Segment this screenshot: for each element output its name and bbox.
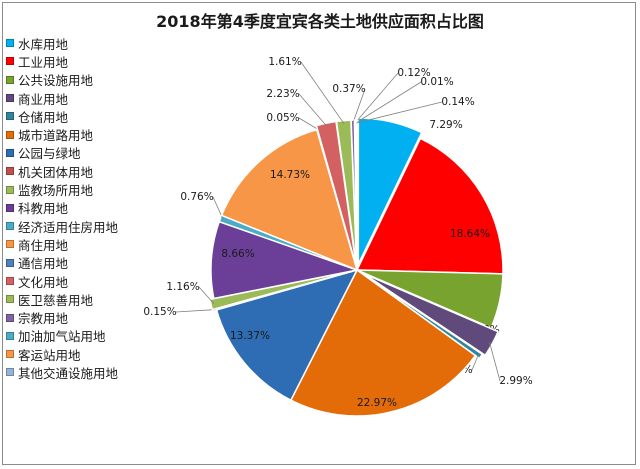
pie-slice bbox=[215, 268, 359, 402]
legend-item: 水库用地 bbox=[6, 34, 118, 52]
legend-label: 商住用地 bbox=[18, 237, 69, 253]
legend-label: 其他交通设施用地 bbox=[18, 366, 119, 381]
slice-data-label: 8.66% bbox=[221, 248, 254, 260]
legend-swatch bbox=[6, 277, 14, 285]
legend-item: 其他交通设施用地 bbox=[6, 363, 118, 381]
legend-swatch bbox=[6, 75, 14, 84]
slice-data-label: 14.73% bbox=[270, 169, 310, 181]
legend-item: 客运站用地 bbox=[6, 345, 118, 363]
legend-item: 文化用地 bbox=[6, 272, 118, 290]
leader-line bbox=[298, 93, 328, 127]
legend-swatch bbox=[6, 295, 14, 304]
leader-line bbox=[489, 342, 501, 382]
slice-data-label: 0.01% bbox=[420, 76, 453, 88]
legend-item: 经济适用住房用地 bbox=[6, 217, 118, 235]
leader-line bbox=[355, 81, 422, 124]
legend-swatch bbox=[6, 130, 14, 139]
legend-label: 加油加气站用地 bbox=[18, 329, 106, 345]
legend-label: 通信用地 bbox=[18, 256, 69, 272]
legend-item: 公共设施用地 bbox=[6, 71, 118, 89]
legend-swatch bbox=[6, 258, 14, 267]
slice-data-label: 22.97% bbox=[357, 397, 397, 409]
slice-data-label: 18.64% bbox=[450, 228, 490, 240]
legend-label: 商业用地 bbox=[18, 91, 69, 107]
legend-item: 加油加气站用地 bbox=[6, 327, 118, 345]
legend-label: 文化用地 bbox=[18, 274, 69, 290]
legend-swatch bbox=[6, 203, 14, 212]
pie-slice bbox=[363, 273, 500, 357]
pie-slice bbox=[289, 268, 477, 417]
legend-item: 仓储用地 bbox=[6, 107, 118, 125]
slice-data-label: 2.23% bbox=[266, 88, 299, 100]
legend-swatch bbox=[6, 185, 14, 194]
legend-label: 监教场所用地 bbox=[18, 183, 94, 199]
pie-slice bbox=[356, 269, 504, 329]
chart-title: 2018年第4季度宜宾各类土地供应面积占比图 bbox=[156, 12, 484, 31]
legend-swatch bbox=[6, 222, 14, 231]
legend-item: 通信用地 bbox=[6, 254, 118, 272]
legend-swatch bbox=[6, 331, 14, 340]
leader-line bbox=[198, 286, 215, 305]
legend-label: 客运站用地 bbox=[18, 347, 81, 363]
slice-data-label: 0.37% bbox=[332, 83, 365, 95]
slice-data-label: 0.05% bbox=[266, 112, 299, 124]
pie-slice bbox=[357, 117, 423, 265]
slice-data-label: 0.15% bbox=[143, 306, 176, 318]
slice-data-label: 1.61% bbox=[268, 56, 301, 68]
legend-item: 城市道路用地 bbox=[6, 125, 118, 143]
pie-slice bbox=[354, 119, 358, 267]
legend-item: 宗教用地 bbox=[6, 308, 118, 326]
legend-item: 公园与绿地 bbox=[6, 144, 118, 162]
leader-line bbox=[212, 196, 224, 220]
slice-data-label: 0.76% bbox=[180, 191, 213, 203]
leader-line bbox=[352, 88, 366, 124]
legend-label: 工业用地 bbox=[18, 54, 69, 70]
legend-swatch bbox=[6, 167, 14, 176]
legend-label: 经济适用住房用地 bbox=[18, 219, 119, 235]
legend-swatch bbox=[6, 350, 14, 359]
legend-swatch bbox=[6, 57, 14, 66]
legend-label: 科教用地 bbox=[18, 201, 69, 217]
legend-swatch bbox=[6, 368, 14, 377]
leader-line bbox=[471, 354, 479, 371]
legend-item: 商业用地 bbox=[6, 89, 118, 107]
leader-line bbox=[298, 117, 317, 129]
slice-data-label: 2.99% bbox=[499, 375, 532, 387]
pie-slice bbox=[355, 137, 504, 275]
leader-line bbox=[300, 61, 345, 124]
legend-item: 监教场所用地 bbox=[6, 180, 118, 198]
chart-legend: 水库用地工业用地公共设施用地 商业用地仓储用地城市道路用地 公园与绿地机关团体用地监… bbox=[6, 34, 118, 382]
pie-slice bbox=[220, 128, 359, 272]
legend-label: 水库用地 bbox=[18, 36, 69, 52]
slice-data-label: 0.14% bbox=[441, 96, 474, 108]
legend-swatch bbox=[6, 148, 14, 157]
leader-line bbox=[356, 101, 443, 124]
legend-label: 仓储用地 bbox=[18, 109, 69, 125]
leader-line bbox=[354, 72, 399, 124]
legend-item: 机关团体用地 bbox=[6, 162, 118, 180]
legend-item: 工业用地 bbox=[6, 52, 118, 70]
legend-label: 宗教用地 bbox=[18, 311, 69, 327]
legend-swatch bbox=[6, 112, 14, 121]
slice-data-label: 1.16% bbox=[166, 281, 199, 293]
legend-swatch bbox=[6, 39, 14, 48]
legend-label: 医卫慈善用地 bbox=[18, 292, 94, 308]
slice-data-label: 7.29% bbox=[429, 119, 462, 131]
legend-item: 医卫慈善用地 bbox=[6, 290, 118, 308]
legend-swatch bbox=[6, 313, 14, 322]
legend-label: 机关团体用地 bbox=[18, 164, 94, 180]
slice-data-label: 0.12% bbox=[397, 67, 430, 79]
legend-label: 公园与绿地 bbox=[18, 146, 81, 162]
legend-item: 商住用地 bbox=[6, 235, 118, 253]
legend-swatch bbox=[6, 94, 14, 103]
legend-label: 城市道路用地 bbox=[18, 128, 94, 144]
slice-data-label: 13.37% bbox=[230, 330, 270, 342]
leader-line bbox=[175, 309, 216, 313]
legend-label: 公共设施用地 bbox=[18, 73, 94, 89]
legend-item: 科教用地 bbox=[6, 199, 118, 217]
legend-swatch bbox=[6, 240, 14, 249]
